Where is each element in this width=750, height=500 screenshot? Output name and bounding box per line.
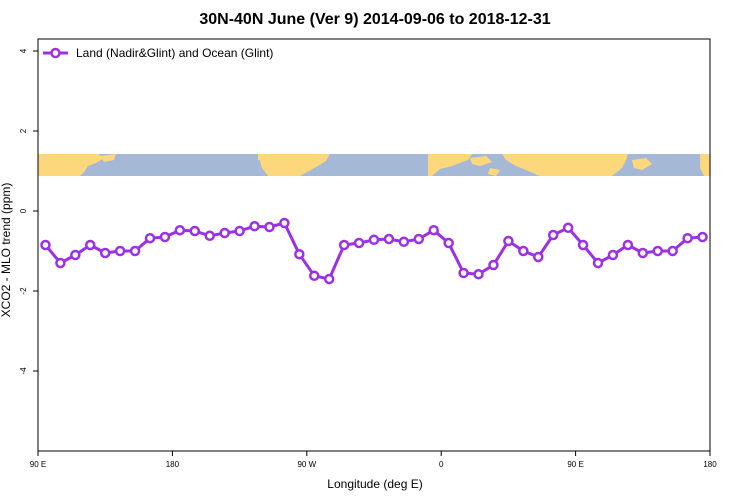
data-point [234, 225, 245, 237]
data-point [55, 257, 66, 269]
x-axis: 90 E 180 90 W 0 90 E 180 [30, 451, 717, 469]
data-point [592, 257, 604, 269]
data-point [667, 245, 678, 257]
series-line [44, 221, 703, 281]
data-point [353, 237, 365, 249]
data-point [533, 251, 544, 263]
legend-label: Land (Nadir&Glint) and Ocean (Glint) [76, 46, 273, 60]
data-point [249, 220, 260, 232]
data-point [309, 270, 320, 282]
y-tick-label: -2 [19, 287, 28, 295]
data-point [503, 235, 514, 247]
data-point [607, 249, 619, 261]
data-point [114, 245, 126, 257]
world-map-strip [38, 154, 710, 176]
data-point [682, 232, 693, 244]
data-point [413, 233, 425, 245]
x-tick-label: 90 W [297, 460, 316, 469]
data-point [85, 239, 96, 251]
y-tick-label: 4 [19, 48, 28, 53]
data-point [697, 231, 708, 243]
data-point [323, 273, 335, 285]
x-tick-label: 180 [703, 460, 717, 469]
data-point [577, 239, 589, 251]
x-tick-label: 180 [166, 460, 180, 469]
data-point [279, 217, 290, 229]
x-axis-label: Longitude (deg E) [327, 477, 422, 491]
data-point [547, 229, 559, 241]
data-point [189, 225, 201, 237]
data-point [294, 248, 305, 260]
x-tick-label: 90 E [30, 460, 46, 469]
y-tick-label: 0 [19, 208, 28, 213]
data-point [637, 247, 649, 259]
data-point [488, 259, 499, 271]
data-point [383, 233, 395, 245]
data-point [518, 245, 529, 257]
data-point [144, 232, 156, 244]
chart-title: 30N-40N June (Ver 9) 2014-09-06 to 2018-… [199, 11, 550, 28]
data-point [398, 236, 410, 248]
data-point [652, 245, 663, 257]
x-tick-label: 90 E [567, 460, 583, 469]
y-axis: 4 2 0 -2 -4 [19, 48, 38, 375]
data-point [562, 222, 574, 234]
data-point [40, 239, 51, 251]
data-point [264, 221, 275, 233]
data-point [338, 239, 350, 251]
data-point [458, 267, 469, 279]
data-point [99, 247, 111, 259]
data-point [622, 239, 634, 251]
y-tick-label: 2 [19, 128, 28, 133]
data-point [428, 224, 439, 236]
data-point [129, 245, 141, 257]
legend-marker-swatch [50, 47, 61, 59]
data-point [70, 249, 81, 261]
data-point [219, 227, 230, 239]
data-point [443, 237, 454, 249]
plot-frame [37, 38, 711, 452]
data-point [174, 224, 186, 236]
y-tick-label: -4 [19, 367, 28, 375]
data-point [159, 231, 171, 243]
series-layer [40, 217, 708, 285]
y-axis-label: XCO2 - MLO trend (ppm) [0, 183, 13, 318]
data-point [368, 234, 380, 246]
legend: Land (Nadir&Glint) and Ocean (Glint) [43, 46, 273, 60]
data-point [204, 230, 215, 242]
data-point [473, 268, 484, 280]
x-tick-label: 0 [439, 460, 444, 469]
